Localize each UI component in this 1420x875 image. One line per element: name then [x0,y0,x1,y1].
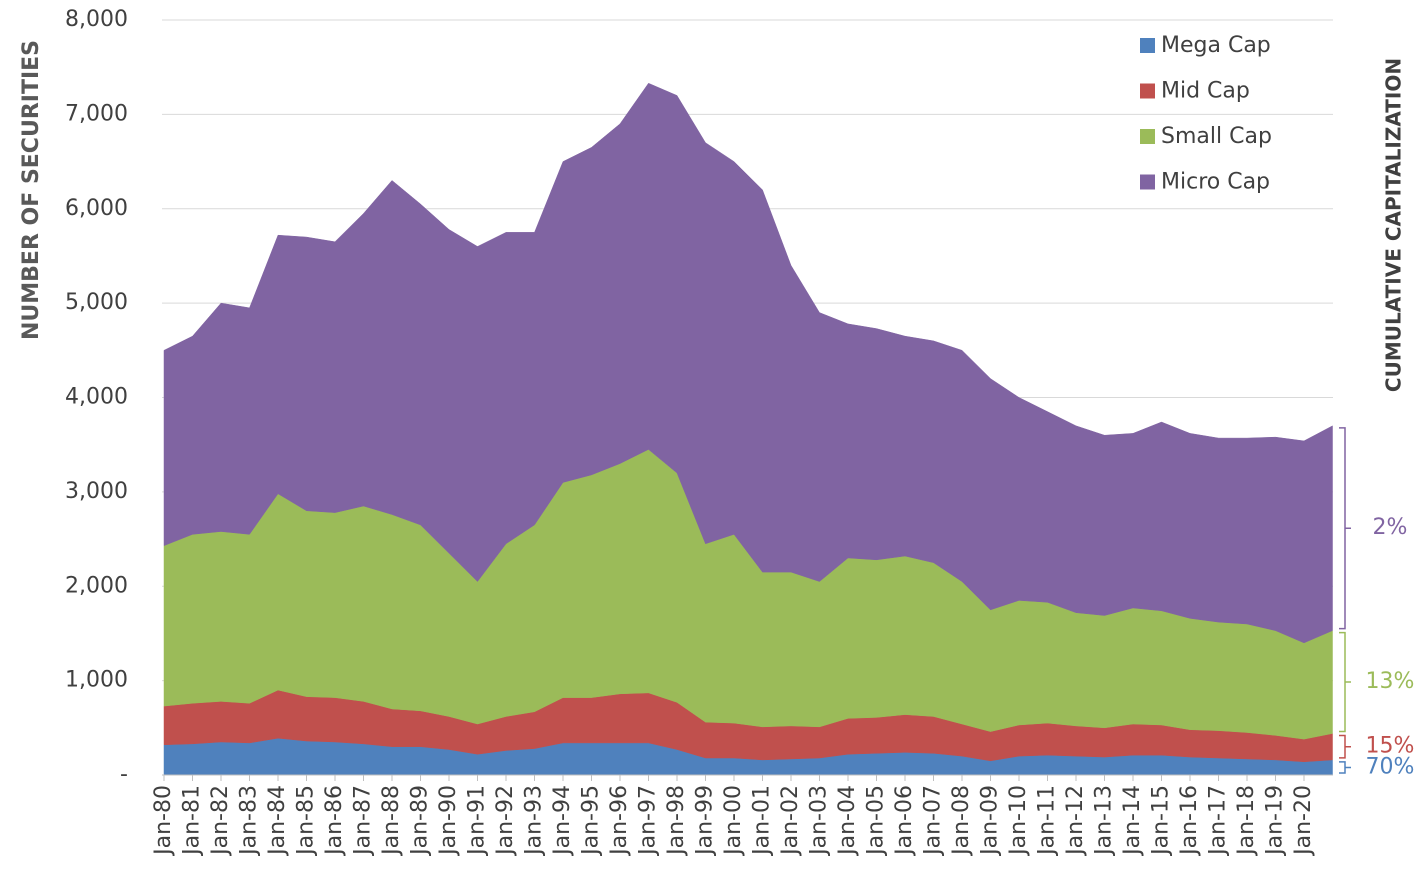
x-tick-label: Jan-97 [636,785,661,857]
cap-share-label: 2% [1373,515,1408,540]
x-tick-label: Jan-15 [1149,785,1174,857]
cap-share-label: 15% [1366,734,1415,759]
x-tick-label: Jan-12 [1063,785,1088,857]
x-tick-label: Jan-86 [322,785,347,857]
x-tick-label: Jan-11 [1035,785,1060,857]
x-tick-label: Jan-10 [1006,785,1031,857]
legend-label: Mega Cap [1161,33,1271,58]
y-tick-label: 6,000 [65,196,128,221]
x-tick-label: Jan-16 [1177,785,1202,857]
x-tick-label: Jan-03 [807,785,832,857]
x-tick-label: Jan-89 [408,785,433,857]
x-tick-label: Jan-18 [1234,785,1259,857]
x-tick-label: Jan-96 [607,785,632,857]
x-tick-label: Jan-17 [1206,785,1231,857]
x-tick-label: Jan-09 [978,785,1003,857]
cap-bracket [1339,761,1351,774]
x-tick-label: Jan-04 [835,785,860,857]
x-tick-label: Jan-13 [1092,785,1117,857]
cap-share-label: 13% [1366,669,1415,694]
cap-bracket [1339,427,1351,630]
y-tick-label: - [120,762,128,787]
x-tick-label: Jan-19 [1263,785,1288,857]
area [163,82,1333,644]
legend-swatch [1140,83,1155,99]
y2-axis-title: CUMULATIVE CAPITALIZATION [1382,58,1406,392]
x-tick-label: Jan-99 [693,785,718,857]
x-tick-label: Jan-93 [522,785,547,857]
x-tick-label: Jan-81 [180,785,205,857]
x-tick-label: Jan-83 [237,785,262,857]
y-tick-label: 4,000 [65,385,128,410]
y-axis-title: NUMBER OF SECURITIES [19,40,44,340]
x-tick-label: Jan-88 [379,785,404,857]
y-tick-label: 2,000 [65,573,128,598]
y-tick-label: 3,000 [65,479,128,504]
x-tick-label: Jan-00 [721,785,746,857]
legend-swatch [1140,129,1155,144]
cap-bracket [1339,734,1351,759]
x-tick-label: Jan-07 [921,785,946,857]
x-tick-label: Jan-08 [949,785,974,857]
x-tick-label: Jan-14 [1120,785,1145,857]
x-tick-label: Jan-87 [351,785,376,857]
x-tick-label: Jan-82 [208,785,233,857]
legend-label: Micro Cap [1161,170,1270,195]
y-tick-label: 7,000 [65,101,128,126]
x-tick-label: Jan-20 [1291,785,1316,857]
y-tick-label: 8,000 [65,7,128,32]
y-tick-label: 1,000 [65,668,128,693]
x-tick-label: Jan-92 [493,785,518,857]
x-tick-label: Jan-94 [550,785,575,857]
x-tick-label: Jan-06 [892,785,917,857]
cap-bracket [1339,631,1351,733]
x-tick-label: Jan-84 [265,785,290,857]
y-tick-label: 5,000 [65,290,128,315]
legend-swatch [1140,174,1155,190]
x-tick-label: Jan-90 [436,785,461,857]
x-tick-label: Jan-98 [664,785,689,857]
cap-share-label: 70% [1366,754,1415,779]
x-tick-label: Jan-02 [778,785,803,857]
x-tick-label: Jan-85 [294,785,319,857]
x-tick-label: Jan-01 [750,785,775,857]
x-tick-label: Jan-95 [579,785,604,857]
x-tick-label: Jan-91 [465,785,490,857]
x-tick-label: Jan-80 [151,785,176,857]
legend-label: Mid Cap [1161,79,1250,104]
legend-label: Small Cap [1161,124,1272,149]
x-tick-label: Jan-05 [864,785,889,857]
legend-swatch [1140,38,1155,53]
